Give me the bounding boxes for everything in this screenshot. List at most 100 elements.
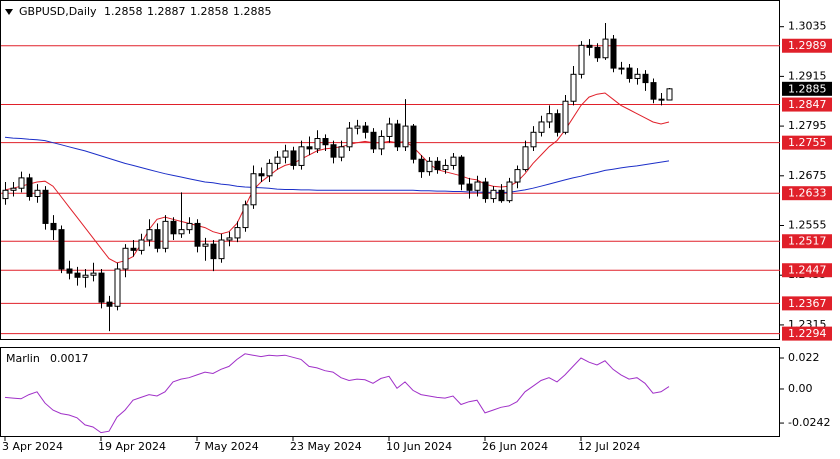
level-label-box [782,186,832,201]
x-tick-label: 7 May 2024 [194,440,259,453]
x-tick-label: 19 Apr 2024 [98,440,166,453]
level-label: 1.2517 [788,235,827,248]
candle-body [34,189,41,198]
candle-body [90,272,97,276]
candle-body [314,138,321,150]
header-high: 1.2887 [147,5,186,18]
level-label-box [782,135,832,150]
candle-body [378,135,385,150]
indicator-value: 0.0017 [50,352,89,365]
x-tick-label: 12 Jul 2024 [578,440,640,453]
y-tick-label: 1.2915 [788,69,827,82]
candle-body [658,98,665,101]
candle-body [122,247,129,270]
level-label-box [782,234,832,249]
candle-body [498,189,505,202]
candle-body [618,67,625,70]
candle-body [450,156,457,166]
candle-body [82,274,89,278]
candle-body [306,146,313,150]
candle-body [66,268,73,274]
level-label: 1.2294 [788,327,827,340]
candle-body [130,247,137,251]
header-close: 1.2885 [233,5,272,18]
header-open: 1.2858 [104,5,143,18]
candle-body [282,150,289,158]
y-tick-label: 0.00 [788,382,813,395]
candle-body [114,268,121,307]
candle-body [290,150,297,166]
candle-body [250,173,257,206]
y-tick-label: 1.2555 [788,219,827,232]
x-tick-label: 23 May 2024 [290,440,362,453]
candle-body [522,146,529,171]
symbol-title: GBPUSD,Daily [19,5,97,18]
level-label-box [782,326,832,341]
y-tick-label: 1.2675 [788,169,827,182]
candle-body [626,67,633,79]
candle-body [354,125,361,129]
candle-body [426,160,433,173]
candle-body [546,113,553,123]
candle-body [594,46,601,59]
candle-body [10,187,17,191]
header-low: 1.2858 [190,5,229,18]
candle-body [42,189,49,224]
candle-body [194,222,201,247]
candle-body [154,229,161,249]
candle-body [210,243,217,260]
candle-body [506,181,513,202]
candle-body [530,131,537,148]
last-price-box [782,81,832,96]
candle-body [458,156,465,185]
main-panel [0,0,780,340]
level-label: 1.2447 [788,264,827,277]
candle-body [298,146,305,166]
candle-body [178,229,185,235]
candle-body [554,113,561,133]
candle-body [274,156,281,164]
level-label-box [782,38,832,53]
candle-body [234,227,241,239]
oscillator-line [4,353,670,434]
level-label: 1.2367 [788,297,827,310]
level-label: 1.2755 [788,136,827,149]
level-label: 1.2847 [788,98,827,111]
indicator-panel [0,347,780,437]
candle-body [18,177,25,189]
candle-body [402,125,409,148]
candle-body [602,38,609,59]
candle-body [466,183,473,191]
y-tick-label: 1.2795 [788,119,827,132]
candle-body [610,38,617,69]
candle-body [186,222,193,231]
candle-body [170,220,177,235]
candle-body [162,220,169,249]
level-label: 1.2989 [788,39,827,52]
candle-body [490,189,497,200]
candle-body [578,44,585,75]
x-tick-label: 26 Jun 2024 [482,440,548,453]
moving-average [4,92,670,264]
candle-body [386,123,393,137]
candle-body [642,73,649,84]
candle-body [394,123,401,148]
candle-body [218,239,225,260]
candle-body [634,73,641,79]
candle-body [562,100,569,133]
x-tick-label: 3 Apr 2024 [2,440,63,453]
candle-body [2,189,9,200]
candle-body [570,73,577,102]
y-tick-label: 0.022 [788,351,820,364]
candle-body [202,243,209,247]
candle-body [434,160,441,171]
menu-arrow[interactable] [5,9,13,15]
candle-body [138,239,145,251]
candle-body [322,138,329,146]
candle-body [418,158,425,173]
candle-body [362,125,369,133]
candle-body [370,131,377,150]
moving-average [4,136,670,193]
candle-body [514,169,521,183]
